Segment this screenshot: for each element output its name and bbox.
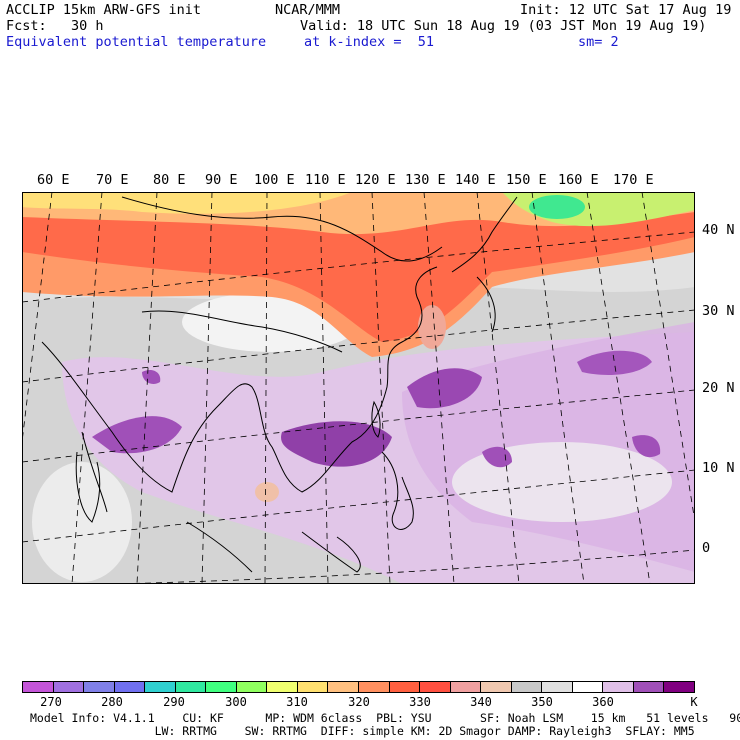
- cyan-patch: [529, 195, 585, 219]
- salmon-patch: [418, 305, 446, 349]
- colorbar-tick: 320: [348, 695, 370, 709]
- meridian: [641, 192, 695, 523]
- northern-border: [121, 196, 443, 262]
- graticule: [22, 192, 695, 584]
- colorbar-tick: 290: [163, 695, 185, 709]
- title-org: NCAR/MMM: [275, 2, 341, 18]
- colorbar-segment: [206, 682, 237, 692]
- field-name: Equivalent potential temperature: [6, 34, 267, 50]
- colorbar-segment: [23, 682, 54, 692]
- warm-band-inner: [22, 192, 695, 342]
- lat-label: 40 N: [702, 222, 735, 238]
- map-frame: [22, 192, 695, 584]
- colorbar-segment: [511, 682, 543, 692]
- colorbar-segment: [236, 682, 268, 692]
- lon-label: 110 E: [305, 172, 346, 188]
- colorbar-segment: [389, 682, 421, 692]
- lon-label: 160 E: [558, 172, 599, 188]
- init-time: Init: 12 UTC Sat 17 Aug 19: [520, 2, 732, 18]
- colorbar-segment: [542, 682, 573, 692]
- lon-label: 70 E: [96, 172, 129, 188]
- lon-label: 80 E: [153, 172, 186, 188]
- smoothing: sm= 2: [578, 34, 619, 50]
- lon-label: 140 E: [455, 172, 496, 188]
- lat-label: 30 N: [702, 303, 735, 319]
- purple-cell: [632, 435, 661, 458]
- lon-label: 150 E: [506, 172, 547, 188]
- model-info: Model Info: V4.1.1 CU: KF MP: WDM 6class…: [30, 711, 740, 725]
- colorbar-segment: [450, 682, 482, 692]
- parallel-0: [111, 549, 695, 584]
- theta-e-map: [22, 192, 695, 584]
- title-model: ACCLIP 15km ARW-GFS init: [6, 2, 202, 18]
- colorbar-segment: [603, 682, 634, 692]
- lat-label: 0: [702, 540, 711, 556]
- colorbar-tick: 300: [225, 695, 247, 709]
- colorbar-unit: K: [690, 695, 698, 709]
- colorbar: [22, 681, 695, 693]
- mainland-coast: [41, 266, 438, 493]
- forecast-hour: Fcst: 30 h: [6, 18, 104, 34]
- purple-cell-india: [92, 416, 182, 454]
- india-peninsula: [75, 451, 101, 523]
- colorbar-segment: [572, 682, 604, 692]
- lon-label: 90 E: [205, 172, 238, 188]
- lon-label: 60 E: [37, 172, 70, 188]
- colorbar-segment: [297, 682, 329, 692]
- colorbar-segment: [145, 682, 176, 692]
- physics-info: LW: RRTMG SW: RRTMG DIFF: simple KM: 2D …: [120, 724, 695, 738]
- level-index: at k-index = 51: [304, 34, 435, 50]
- colorbar-segment: [114, 682, 146, 692]
- colorbar-segment: [175, 682, 207, 692]
- colorbar-tick: 310: [286, 695, 308, 709]
- white-patch: [32, 462, 132, 582]
- lon-label: 130 E: [405, 172, 446, 188]
- colorbar-segment: [267, 682, 298, 692]
- purple-cell-philippine-sea: [407, 368, 482, 409]
- lon-label: 100 E: [254, 172, 295, 188]
- valid-time: Valid: 18 UTC Sun 18 Aug 19 (03 JST Mon …: [300, 18, 707, 34]
- lat-label: 20 N: [702, 380, 735, 396]
- salmon-patch: [255, 482, 279, 502]
- colorbar-tick: 280: [101, 695, 123, 709]
- colorbar-segment: [53, 682, 85, 692]
- colorbar-tick: 270: [40, 695, 62, 709]
- meridian: [22, 192, 53, 443]
- colorbar-segment: [359, 682, 390, 692]
- borneo: [301, 531, 361, 573]
- yellow-band: [22, 192, 352, 214]
- meridian: [586, 192, 651, 584]
- colorbar-segment: [84, 682, 115, 692]
- taiwan: [371, 400, 381, 438]
- colorbar-segment: [664, 682, 695, 692]
- japan-arc: [451, 196, 518, 273]
- india-coast: [81, 431, 108, 513]
- purple-cell: [142, 370, 161, 384]
- colorbar-tick: 360: [592, 695, 614, 709]
- himalaya-border: [141, 310, 343, 353]
- colorbar-segment: [420, 682, 451, 692]
- lon-label: 170 E: [613, 172, 654, 188]
- philippines: [381, 451, 414, 530]
- colorbar-segment: [633, 682, 665, 692]
- colorbar-tick: 350: [531, 695, 553, 709]
- colorbar-segment: [481, 682, 512, 692]
- lat-label: 10 N: [702, 460, 735, 476]
- coastlines: [41, 196, 518, 573]
- lon-label: 120 E: [355, 172, 396, 188]
- purple-cell: [482, 446, 512, 468]
- colorbar-tick: 330: [409, 695, 431, 709]
- colorbar-tick: 340: [470, 695, 492, 709]
- japan-south: [476, 276, 496, 333]
- colorbar-segment: [328, 682, 360, 692]
- sumatra: [186, 521, 253, 573]
- purple-cell-pacific: [577, 350, 652, 375]
